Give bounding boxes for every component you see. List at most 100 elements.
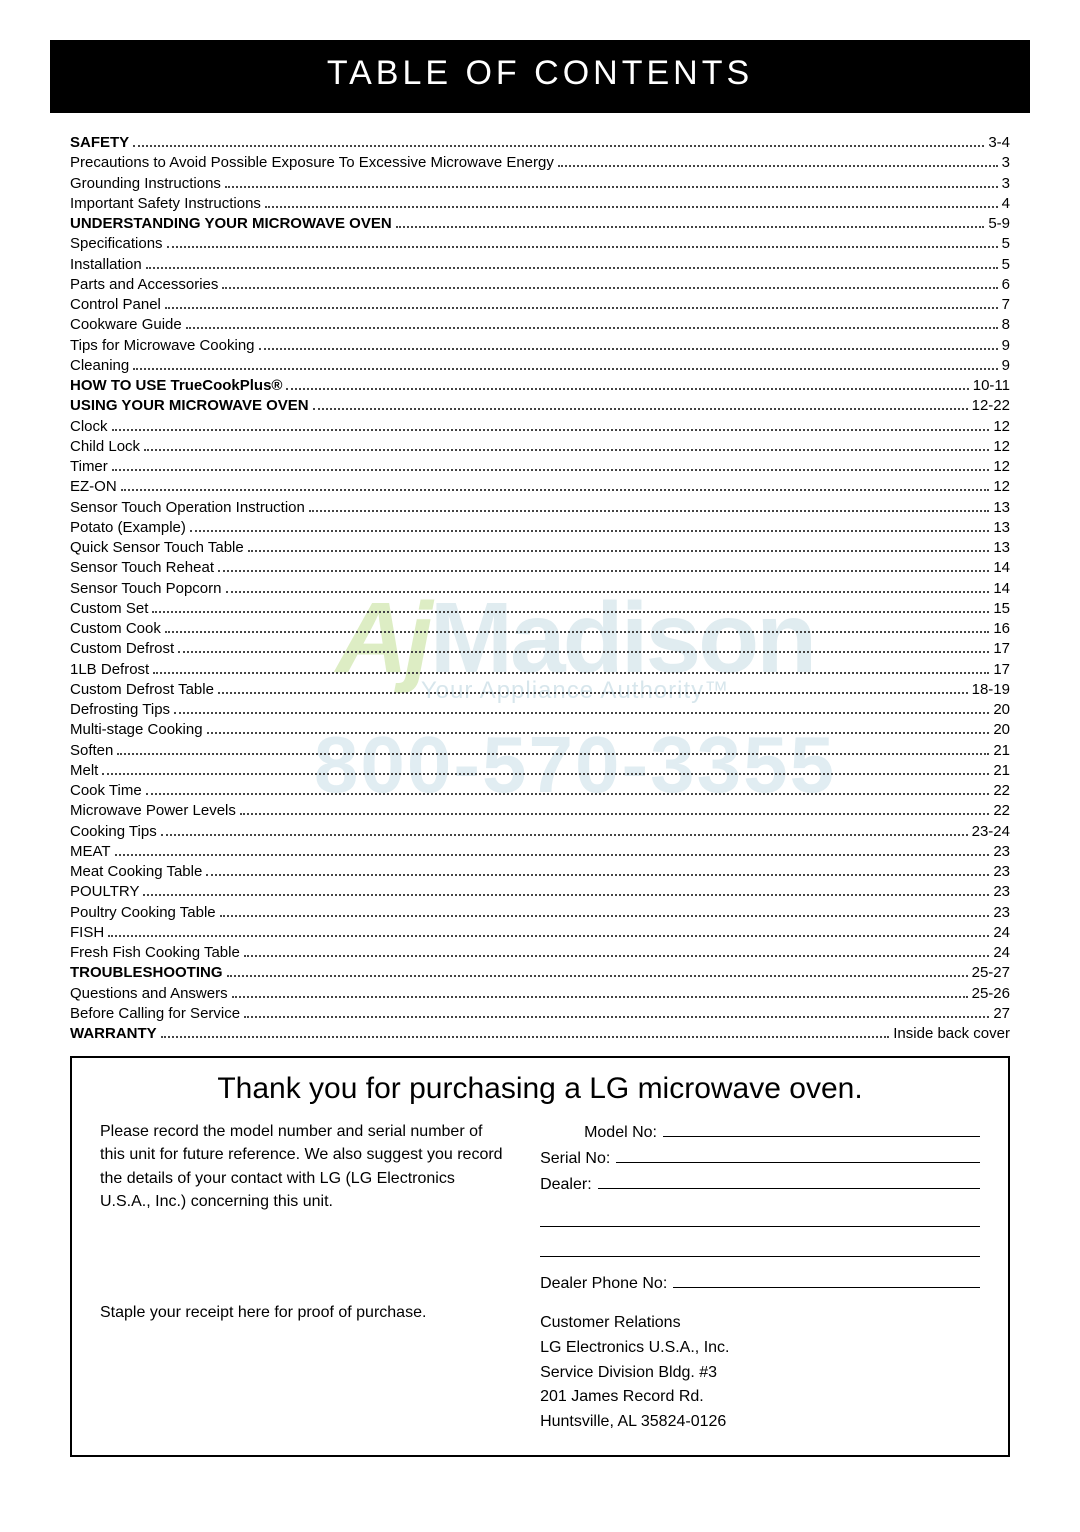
toc-row: Tips for Microwave Cooking9: [70, 336, 1010, 356]
toc-label: Control Panel: [70, 295, 161, 315]
toc-label: Melt: [70, 761, 98, 781]
toc-label: Tips for Microwave Cooking: [70, 336, 255, 356]
toc-dots: [220, 904, 990, 917]
toc-label: Custom Defrost Table: [70, 680, 214, 700]
toc-label: Poultry Cooking Table: [70, 903, 216, 923]
toc-row: Important Safety Instructions4: [70, 194, 1010, 214]
toc-row: TROUBLESHOOTING 25-27: [70, 963, 1010, 983]
blank-line-2: [540, 1235, 980, 1257]
toc-row: Cooking Tips23-24: [70, 822, 1010, 842]
toc-label: USING YOUR MICROWAVE OVEN: [70, 396, 309, 416]
toc-row: UNDERSTANDING YOUR MICROWAVE OVEN5-9: [70, 214, 1010, 234]
toc-dots: [165, 621, 989, 634]
toc-label: HOW TO USE TrueCookPlus®: [70, 376, 282, 396]
toc-label: Multi-stage Cooking: [70, 720, 203, 740]
toc-page: 12: [993, 417, 1010, 437]
toc-dots: [153, 661, 989, 674]
address-line: Customer Relations: [540, 1311, 980, 1336]
toc-label: SAFETY: [70, 133, 129, 153]
toc-dots: [248, 540, 990, 553]
toc-row: Poultry Cooking Table23: [70, 903, 1010, 923]
toc-page: 21: [993, 741, 1010, 761]
toc-dots: [143, 884, 989, 897]
toc-row: Cleaning9: [70, 356, 1010, 376]
toc-dots: [226, 580, 990, 593]
toc-dots: [152, 600, 989, 613]
toc-page: 20: [993, 720, 1010, 740]
toc-label: Installation: [70, 255, 142, 275]
toc-label: Cookware Guide: [70, 315, 182, 335]
toc-row: Custom Defrost Table18-19: [70, 680, 1010, 700]
toc-label: Sensor Touch Operation Instruction: [70, 498, 305, 518]
model-no-label: Model No:: [540, 1121, 657, 1146]
blank-line-1: [540, 1206, 980, 1228]
toc-row: Specifications5: [70, 234, 1010, 254]
toc-row: Cookware Guide8: [70, 315, 1010, 335]
toc-page: 14: [993, 558, 1010, 578]
toc-page: Inside back cover: [893, 1024, 1010, 1044]
toc-page: 25-27: [972, 963, 1010, 983]
toc-dots: [186, 317, 998, 330]
toc-dots: [133, 135, 984, 148]
toc-dots: [112, 418, 990, 431]
toc-page: 13: [993, 518, 1010, 538]
toc-dots: [218, 560, 989, 573]
toc-row: Timer12: [70, 457, 1010, 477]
toc-label: TROUBLESHOOTING: [70, 963, 223, 983]
toc-page: 13: [993, 498, 1010, 518]
thank-you-paragraph: Please record the model number and seria…: [100, 1120, 506, 1213]
toc-dots: [167, 236, 998, 249]
thank-you-title: Thank you for purchasing a LG microwave …: [100, 1072, 980, 1106]
toc-row: Sensor Touch Popcorn14: [70, 579, 1010, 599]
toc-page: 23: [993, 882, 1010, 902]
toc-row: HOW TO USE TrueCookPlus® 10-11: [70, 376, 1010, 396]
toc-label: Sensor Touch Popcorn: [70, 579, 222, 599]
toc-row: Sensor Touch Operation Instruction 13: [70, 498, 1010, 518]
toc-page: 7: [1002, 295, 1010, 315]
toc-row: POULTRY23: [70, 882, 1010, 902]
table-of-contents: AjMadison Your Appliance Authority™ 800-…: [70, 133, 1010, 1044]
toc-label: Fresh Fish Cooking Table: [70, 943, 240, 963]
address-line: Huntsville, AL 35824-0126: [540, 1410, 980, 1435]
toc-row: Defrosting Tips20: [70, 700, 1010, 720]
toc-label: WARRANTY: [70, 1024, 157, 1044]
toc-row: FISH 24: [70, 923, 1010, 943]
toc-label: EZ-ON: [70, 477, 117, 497]
toc-dots: [558, 155, 998, 168]
toc-row: Microwave Power Levels22: [70, 801, 1010, 821]
toc-dots: [244, 945, 990, 958]
toc-label: Quick Sensor Touch Table: [70, 538, 244, 558]
toc-dots: [102, 762, 989, 775]
toc-label: Specifications: [70, 234, 163, 254]
toc-label: Cook Time: [70, 781, 142, 801]
toc-dots: [144, 438, 989, 451]
toc-page: 24: [993, 923, 1010, 943]
toc-dots: [146, 256, 998, 269]
toc-label: FISH: [70, 923, 104, 943]
toc-row: EZ-ON12: [70, 477, 1010, 497]
toc-page: 6: [1002, 275, 1010, 295]
toc-page: 3: [1002, 153, 1010, 173]
toc-label: Potato (Example): [70, 518, 186, 538]
toc-label: Sensor Touch Reheat: [70, 558, 214, 578]
toc-label: Soften: [70, 741, 113, 761]
toc-dots: [115, 843, 990, 856]
toc-label: MEAT: [70, 842, 111, 862]
toc-dots: [218, 681, 968, 694]
toc-label: Parts and Accessories: [70, 275, 218, 295]
toc-dots: [244, 1005, 989, 1018]
toc-page: 10-11: [973, 376, 1010, 396]
toc-row: USING YOUR MICROWAVE OVEN12-22: [70, 396, 1010, 416]
toc-label: Before Calling for Service: [70, 1004, 240, 1024]
toc-row: Clock 12: [70, 417, 1010, 437]
toc-page: 12: [993, 437, 1010, 457]
toc-page: 17: [993, 639, 1010, 659]
toc-page: 12: [993, 457, 1010, 477]
toc-label: Clock: [70, 417, 108, 437]
toc-dots: [232, 985, 968, 998]
toc-row: Control Panel 7: [70, 295, 1010, 315]
toc-page: 24: [993, 943, 1010, 963]
toc-row: Grounding Instructions3: [70, 174, 1010, 194]
serial-no-label: Serial No:: [540, 1147, 610, 1172]
toc-row: Custom Cook16: [70, 619, 1010, 639]
